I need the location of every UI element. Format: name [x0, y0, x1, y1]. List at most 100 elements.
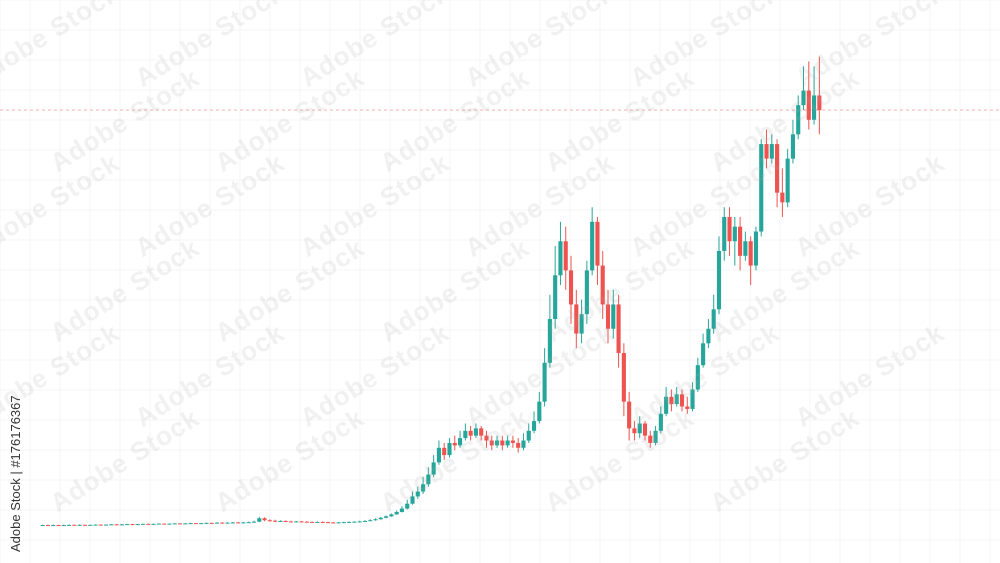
candle	[77, 524, 82, 526]
candle	[209, 522, 214, 524]
candle	[98, 524, 103, 526]
candle	[225, 522, 230, 524]
candle	[336, 521, 341, 524]
candle-body-up	[537, 401, 542, 422]
candle-body-up	[378, 517, 383, 520]
candle-body-up	[769, 144, 774, 159]
candle-body-down	[489, 440, 494, 446]
candle-body-up	[204, 522, 209, 524]
candle-body-up	[637, 423, 642, 434]
candle-body-down	[468, 430, 473, 436]
candle	[341, 521, 346, 524]
candle-body-up	[214, 522, 220, 524]
candle	[685, 396, 690, 414]
candle	[415, 486, 420, 499]
candle	[738, 216, 743, 271]
candle-body-up	[716, 250, 722, 310]
candle	[373, 518, 378, 521]
candle	[45, 524, 50, 527]
candle-body-down	[627, 401, 632, 429]
candle	[806, 61, 811, 130]
candle	[568, 255, 574, 324]
candle	[748, 236, 753, 285]
candle-body-down	[642, 423, 648, 436]
candle-body-down	[621, 353, 626, 402]
candle	[426, 467, 431, 487]
candle	[325, 521, 331, 524]
candle-body-up	[785, 158, 790, 203]
candle	[674, 387, 679, 407]
candle	[246, 521, 251, 524]
candle-body-up	[753, 231, 759, 266]
candle-body-up	[77, 524, 82, 526]
candle	[82, 524, 87, 526]
candle-body-down	[595, 221, 600, 266]
candle	[547, 294, 552, 368]
candle-body-down	[632, 428, 637, 434]
candle-body-up	[188, 523, 193, 525]
candle	[500, 435, 505, 451]
candle	[664, 387, 669, 417]
candle	[436, 440, 441, 465]
candle	[616, 294, 621, 368]
candle	[278, 520, 283, 522]
candle	[299, 520, 304, 523]
candle-body-down	[563, 241, 568, 271]
candle-body-down	[648, 435, 653, 443]
candle-body-up	[431, 462, 436, 475]
candle-body-down	[236, 522, 241, 524]
candle-body-up	[119, 524, 124, 526]
candle-body-down	[600, 265, 605, 305]
candle-body-up	[368, 520, 373, 522]
candle	[679, 389, 685, 412]
candle-body-up	[257, 518, 262, 522]
candle	[526, 423, 531, 443]
candle-body-up	[336, 522, 341, 524]
candle	[151, 523, 156, 525]
candle	[204, 522, 209, 524]
candle-body-down	[574, 304, 579, 334]
candle-body-up	[230, 522, 235, 524]
candle	[241, 521, 246, 524]
candle	[458, 430, 463, 448]
candle	[590, 207, 595, 276]
candle-body-up	[463, 430, 468, 439]
candle	[706, 319, 711, 349]
candle	[394, 510, 399, 515]
candle	[310, 521, 315, 523]
candle	[93, 524, 98, 526]
candle-body-up	[664, 396, 669, 414]
candle	[753, 226, 759, 271]
candle	[304, 521, 309, 523]
candle-body-up	[88, 524, 93, 526]
candle	[584, 260, 589, 324]
candle	[347, 521, 352, 523]
candle	[193, 522, 198, 525]
candle-body-down	[605, 304, 611, 329]
candle-body-down	[82, 524, 87, 526]
candle	[479, 425, 484, 441]
candle-body-up	[553, 275, 558, 320]
candle-body-up	[93, 524, 98, 526]
candle-body-down	[479, 428, 484, 436]
candle-body-up	[584, 270, 589, 315]
candle-body-up	[426, 474, 431, 485]
candle-body-up	[357, 521, 362, 523]
candle	[88, 524, 93, 526]
candle-body-down	[331, 522, 336, 524]
candle-body-up	[103, 524, 109, 526]
candle	[172, 523, 177, 525]
candle	[553, 246, 558, 329]
candle-body-up	[521, 440, 526, 448]
candle	[722, 207, 727, 261]
candle-body-down	[98, 524, 103, 526]
candle-body-up	[711, 309, 716, 329]
candle	[103, 524, 109, 526]
candle	[727, 207, 732, 256]
candle-body-up	[251, 521, 257, 523]
candle	[494, 435, 500, 448]
candle	[463, 423, 468, 441]
candle	[558, 221, 563, 285]
candle-body-up	[140, 523, 146, 525]
